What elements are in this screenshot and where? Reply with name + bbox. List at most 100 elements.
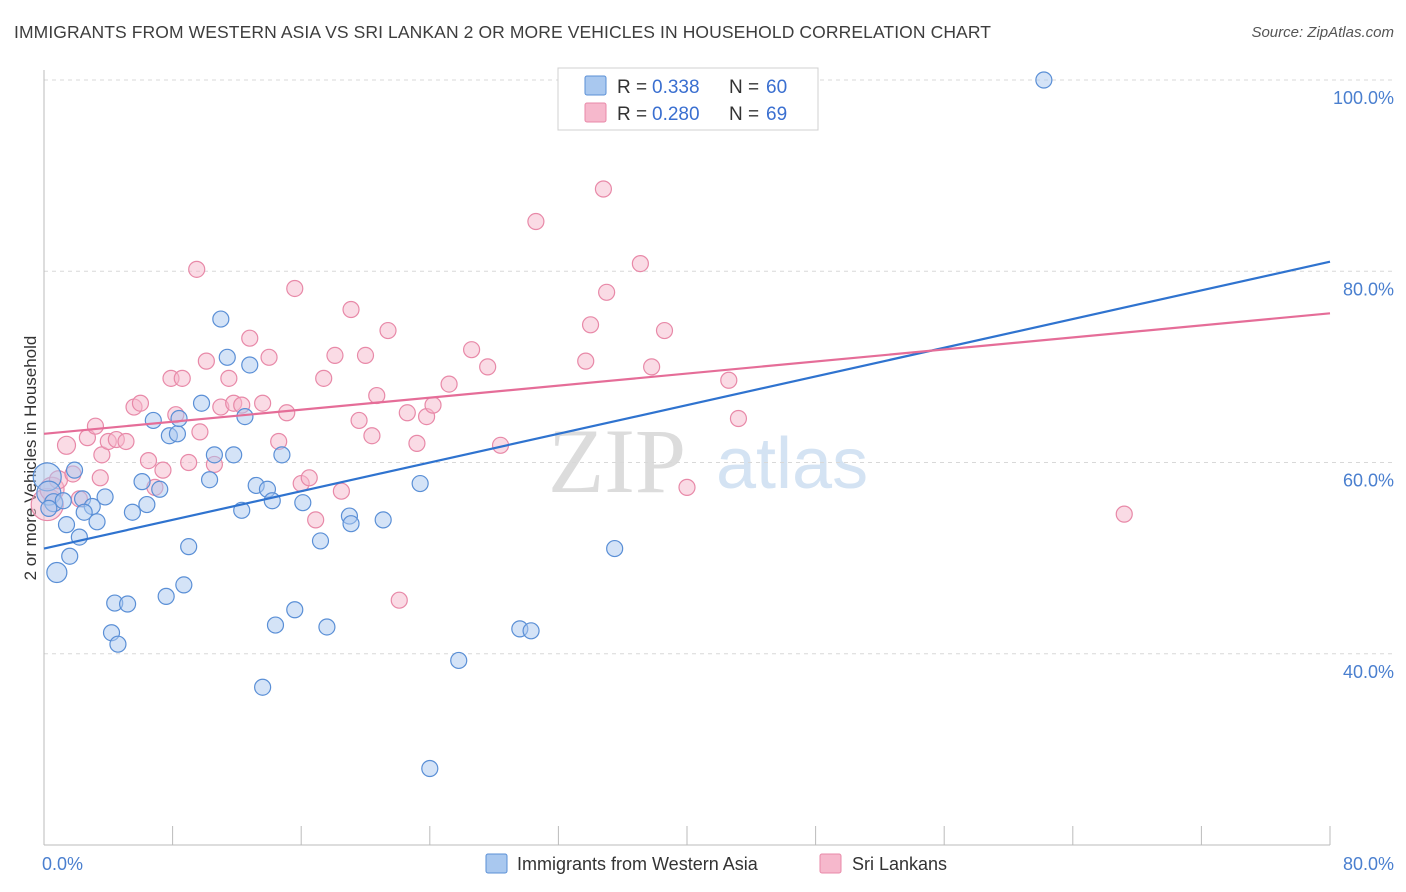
western-asia-point-42: [273, 446, 291, 464]
western-asia-point-11: [88, 513, 106, 531]
western-asia-point-12: [96, 488, 114, 506]
sri-lankans-point-66: [729, 409, 748, 428]
western-asia-point-41: [266, 616, 285, 634]
sri-lankans-point-41: [342, 300, 360, 319]
sri-lankans-point-26: [220, 369, 238, 387]
sri-lankans-point-14: [139, 451, 158, 470]
western-asia-point-6: [61, 547, 79, 565]
sri-lankans-point-61: [631, 255, 649, 273]
sri-lankans-point-40: [332, 482, 350, 500]
sri-lankans-point-29: [241, 329, 259, 347]
western-asia-point-31: [212, 310, 230, 328]
legend-r-value-2: 0.280: [652, 104, 700, 125]
sri-lankans-point-49: [408, 434, 426, 452]
y-axis-label: 2 or more Vehicles in Household: [21, 336, 40, 581]
western-asia-point-21: [151, 480, 169, 498]
western-asia-point-38: [254, 678, 272, 696]
western-asia-point-28: [192, 394, 211, 412]
sri-lankans-point-46: [379, 321, 397, 340]
western-asia-point-4: [54, 492, 72, 510]
legend-swatch-blue: [584, 75, 607, 96]
western-asia-point-16: [118, 595, 137, 613]
sri-lankans-point-67: [1115, 505, 1133, 523]
western-asia-point-59: [75, 503, 93, 521]
x-tick-label-min: 0.0%: [42, 854, 83, 874]
sri-lankans-point-53: [462, 341, 481, 359]
western-asia-point-25: [170, 409, 188, 428]
watermark-zip: ZIP: [548, 410, 686, 512]
sri-lankans-point-7: [86, 417, 105, 435]
western-asia-point-44: [294, 494, 312, 512]
watermark: ZIP atlas: [548, 410, 868, 512]
western-asia-point-26: [175, 576, 193, 594]
western-asia-point-18: [133, 473, 151, 491]
legend-swatch-pink: [584, 102, 607, 123]
x-tick-label-max: 80.0%: [1343, 854, 1394, 874]
legend-r-label-1: R =: [617, 77, 647, 98]
western-asia-point-29: [200, 471, 219, 489]
sri-lankans-point-65: [720, 371, 738, 389]
bottom-legend-label-western-asia: Immigrants from Western Asia: [517, 854, 759, 874]
western-asia-point-19: [138, 495, 156, 514]
western-asia-point-15: [109, 635, 127, 653]
western-asia-point-52: [450, 651, 468, 670]
western-asia-point-48: [342, 515, 360, 533]
sri-lankans-point-16: [154, 461, 172, 479]
source-label: Source: ZipAtlas.com: [1251, 24, 1394, 41]
sri-lankans-point-47: [390, 591, 408, 609]
sri-lankans-point-56: [527, 212, 545, 231]
y-tick-label-40: 40.0%: [1343, 662, 1394, 682]
western-asia-point-57: [1035, 71, 1053, 89]
sri-lankans-point-30: [254, 394, 272, 412]
y-tick-labels: 40.0% 60.0% 80.0% 100.0%: [1333, 88, 1394, 682]
sri-lankans-point-31: [260, 348, 278, 366]
western-asia-point-49: [374, 511, 392, 529]
western-asia-point-24: [168, 425, 187, 443]
western-asia-point-36: [241, 356, 259, 374]
sri-lankans-point-19: [173, 369, 191, 387]
sri-lankans-point-68: [91, 469, 109, 487]
western-asia-point-51: [421, 759, 439, 778]
sri-lankans-point-52: [440, 375, 458, 393]
legend-r-label-2: R =: [617, 104, 647, 125]
sri-lankans-point-51: [424, 396, 442, 414]
sri-lankans-point-33: [278, 404, 296, 422]
sri-lankans-point-23: [197, 352, 215, 370]
sri-lankans-point-37: [307, 511, 325, 529]
sri-lankans-point-42: [350, 411, 368, 430]
sri-lankans-point-13: [131, 394, 150, 412]
sri-lankans-point-58: [581, 316, 600, 334]
legend-n-value-1: 60: [766, 77, 787, 98]
sri-lankans-point-34: [286, 279, 304, 298]
western-asia-point-5: [57, 516, 76, 534]
series-western-asia-points: [32, 71, 1053, 778]
sri-lankans-point-59: [594, 180, 613, 198]
sri-lankans-point-36: [300, 469, 318, 487]
western-asia-point-33: [225, 446, 243, 464]
sri-lankans-point-11: [117, 432, 135, 451]
western-asia-point-54: [522, 622, 540, 640]
sri-lankans-point-39: [326, 346, 344, 364]
sri-lankans-point-38: [315, 369, 333, 387]
y-tick-label-80: 80.0%: [1343, 279, 1394, 299]
sri-lankans-point-3: [56, 435, 77, 455]
sri-lankans-point-62: [643, 358, 661, 376]
western-asia-point-20: [144, 411, 162, 430]
y-tick-label-100: 100.0%: [1333, 88, 1394, 108]
western-asia-point-30: [205, 446, 223, 464]
bottom-legend: Immigrants from Western Asia Sri Lankans: [485, 853, 947, 874]
western-asia-point-55: [606, 539, 624, 558]
legend-n-label-2: N =: [729, 104, 759, 125]
sri-lankans-point-48: [398, 404, 416, 422]
western-asia-point-58: [40, 499, 58, 517]
western-asia-point-22: [157, 587, 175, 605]
bottom-legend-swatch-blue: [485, 853, 508, 874]
sri-lankans-point-44: [363, 427, 381, 445]
legend-box: R = 0.338 N = 60 R = 0.280 N = 69: [557, 67, 819, 131]
bottom-legend-label-sri-lankans: Sri Lankans: [852, 854, 947, 874]
western-asia-point-3: [46, 561, 68, 584]
bottom-legend-swatch-pink: [819, 853, 842, 874]
sri-lankans-point-57: [577, 352, 595, 370]
western-asia-point-7: [65, 461, 84, 479]
sri-lankans-point-43: [356, 346, 375, 364]
